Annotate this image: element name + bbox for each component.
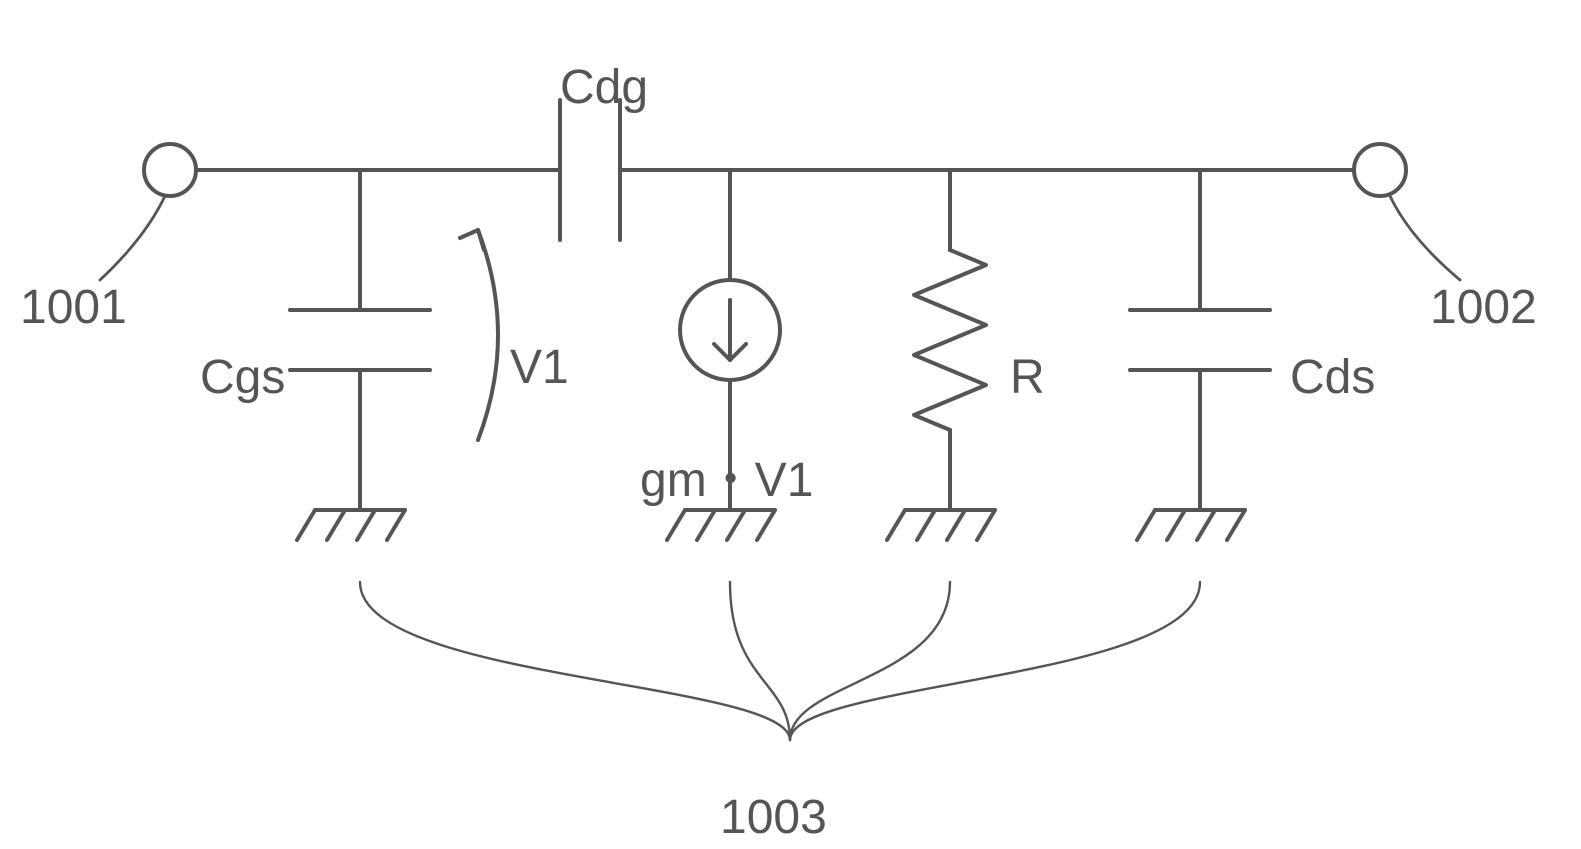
label-cds: Cds <box>1290 350 1375 405</box>
ref-1003: 1003 <box>720 790 827 845</box>
ref-1002: 1002 <box>1430 280 1537 335</box>
circuit-diagram <box>0 0 1581 849</box>
label-cdg: Cdg <box>560 60 648 115</box>
label-cgs: Cgs <box>200 350 285 405</box>
label-gmv1: gm・V1 <box>640 440 813 510</box>
label-r: R <box>1010 350 1045 405</box>
ref-1001: 1001 <box>20 280 127 335</box>
label-v1: V1 <box>510 340 569 395</box>
